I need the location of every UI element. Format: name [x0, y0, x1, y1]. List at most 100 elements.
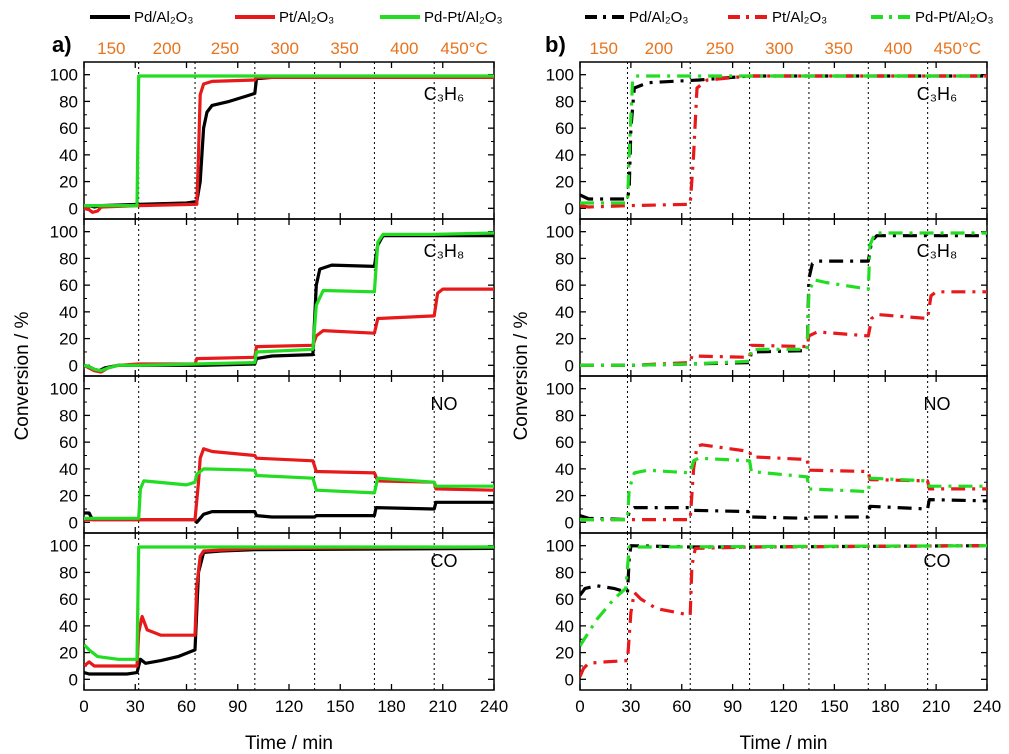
subplot-3: 0 20 40 60 80 100 CO — [50, 532, 495, 691]
gas-label: C₃H₆ — [917, 84, 958, 104]
y-tick-label: 0 — [565, 670, 574, 689]
panel-a: a) 150 200 250 300 350 400 450°CPd/Al₂O₃ Pt/Al₂O… — [12, 9, 508, 754]
subplot-2: 0 20 40 60 80 100 NO — [50, 375, 495, 534]
y-tick-label: 80 — [59, 406, 78, 425]
gas-label: CO — [924, 551, 951, 571]
series-line-pdpt — [84, 231, 494, 373]
y-tick-label: 80 — [555, 92, 574, 111]
y-tick-label: 40 — [59, 303, 78, 322]
y-tick-label: 20 — [555, 330, 574, 349]
subplot-1: 0 20 40 60 80 100 C₃H₈ — [50, 218, 495, 377]
x-tick-label: 60 — [177, 697, 196, 716]
temperature-label: 300 — [765, 39, 793, 58]
temperature-label: 150 — [590, 39, 618, 58]
panel-letter: a) — [52, 32, 72, 57]
temperature-label: 200 — [153, 39, 181, 58]
temperature-label: 250 — [706, 39, 734, 58]
y-tick-label: 60 — [555, 119, 574, 138]
temperature-label: 450°C — [934, 39, 981, 58]
legend-label-pdpt: Pd-Pt/Al₂O₃ — [424, 9, 503, 26]
y-tick-label: 40 — [555, 303, 574, 322]
x-tick-label: 240 — [480, 697, 508, 716]
legend-label-pt: Pt/Al₂O₃ — [772, 9, 827, 26]
y-tick-label: 100 — [50, 223, 78, 242]
x-tick-label: 30 — [621, 697, 640, 716]
series-line-pdpt — [580, 231, 987, 367]
series-line-pt — [580, 290, 987, 367]
y-axis-title: Conversion / % — [12, 311, 33, 440]
series-line-pdpt — [84, 545, 494, 661]
x-tick-label: 180 — [377, 697, 405, 716]
y-tick-label: 80 — [555, 406, 574, 425]
series-line-pt — [580, 74, 987, 209]
y-tick-label: 20 — [555, 644, 574, 663]
y-tick-label: 80 — [555, 249, 574, 268]
x-tick-label: 90 — [228, 697, 247, 716]
series-line-pt — [84, 75, 494, 214]
y-tick-label: 60 — [59, 590, 78, 609]
series-line-pd — [580, 544, 987, 597]
temperature-label: 200 — [645, 39, 673, 58]
y-tick-label: 20 — [59, 173, 78, 192]
y-tick-label: 60 — [59, 433, 78, 452]
series-line-pdpt — [580, 74, 987, 205]
y-tick-label: 0 — [565, 513, 574, 532]
legend-label-pdpt: Pd-Pt/Al₂O₃ — [915, 9, 994, 26]
temperature-label: 350 — [330, 39, 358, 58]
y-tick-label: 0 — [565, 356, 574, 375]
series-line-pt — [84, 545, 494, 668]
temperature-label: 250 — [211, 39, 239, 58]
y-tick-label: 80 — [59, 249, 78, 268]
x-tick-label: 120 — [275, 697, 303, 716]
x-tick-label: 180 — [871, 697, 899, 716]
y-tick-label: 40 — [555, 146, 574, 165]
y-tick-label: 0 — [69, 356, 78, 375]
x-tick-label: 0 — [79, 697, 88, 716]
temperature-label: 150 — [97, 39, 125, 58]
y-tick-label: 100 — [546, 66, 574, 85]
series-line-pd — [580, 234, 987, 367]
x-tick-label: 210 — [429, 697, 457, 716]
legend-label-pt: Pt/Al₂O₃ — [279, 9, 334, 26]
x-tick-label: 210 — [922, 697, 950, 716]
temperature-label: 350 — [824, 39, 852, 58]
series-line-pt — [84, 287, 494, 374]
y-tick-label: 60 — [59, 276, 78, 295]
y-tick-label: 100 — [546, 380, 574, 399]
y-tick-label: 40 — [555, 460, 574, 479]
y-tick-label: 100 — [50, 380, 78, 399]
y-tick-label: 80 — [59, 92, 78, 111]
y-tick-label: 40 — [59, 617, 78, 636]
y-tick-label: 20 — [555, 487, 574, 506]
x-tick-label: 150 — [820, 697, 848, 716]
gas-label: C₃H₈ — [424, 241, 465, 261]
legend-label-pd: Pd/Al₂O₃ — [134, 9, 193, 26]
y-tick-label: 100 — [546, 223, 574, 242]
x-tick-label: 0 — [575, 697, 584, 716]
x-tick-label: 60 — [672, 697, 691, 716]
x-axis-title: Time / min — [740, 733, 828, 754]
subplot-0: 0 20 40 60 80 100 C₃H₆ — [50, 61, 495, 220]
gas-label: CO — [431, 551, 458, 571]
series-line-pd — [580, 498, 987, 522]
x-tick-label: 120 — [769, 697, 797, 716]
gas-label: C₃H₈ — [917, 241, 958, 261]
y-tick-label: 100 — [50, 537, 78, 556]
gas-label: NO — [924, 394, 951, 414]
y-tick-label: 60 — [555, 433, 574, 452]
legend-label-pd: Pd/Al₂O₃ — [629, 9, 688, 26]
panel-b: b) 150 200 250 300 350 400 450°CPd/Al₂O₃ Pt/Al₂O… — [511, 9, 1001, 754]
y-tick-label: 80 — [555, 563, 574, 582]
temperature-label: 300 — [271, 39, 299, 58]
temperature-label: 400 — [390, 39, 418, 58]
y-axis-title: Conversion / % — [511, 311, 532, 440]
y-tick-label: 40 — [59, 146, 78, 165]
temperature-label: 450°C — [440, 39, 487, 58]
x-axis-title: Time / min — [245, 733, 333, 754]
series-line-pdpt — [84, 467, 494, 520]
x-tick-label: 150 — [326, 697, 354, 716]
y-tick-label: 40 — [59, 460, 78, 479]
x-tick-label: 240 — [973, 697, 1001, 716]
y-tick-label: 20 — [555, 173, 574, 192]
